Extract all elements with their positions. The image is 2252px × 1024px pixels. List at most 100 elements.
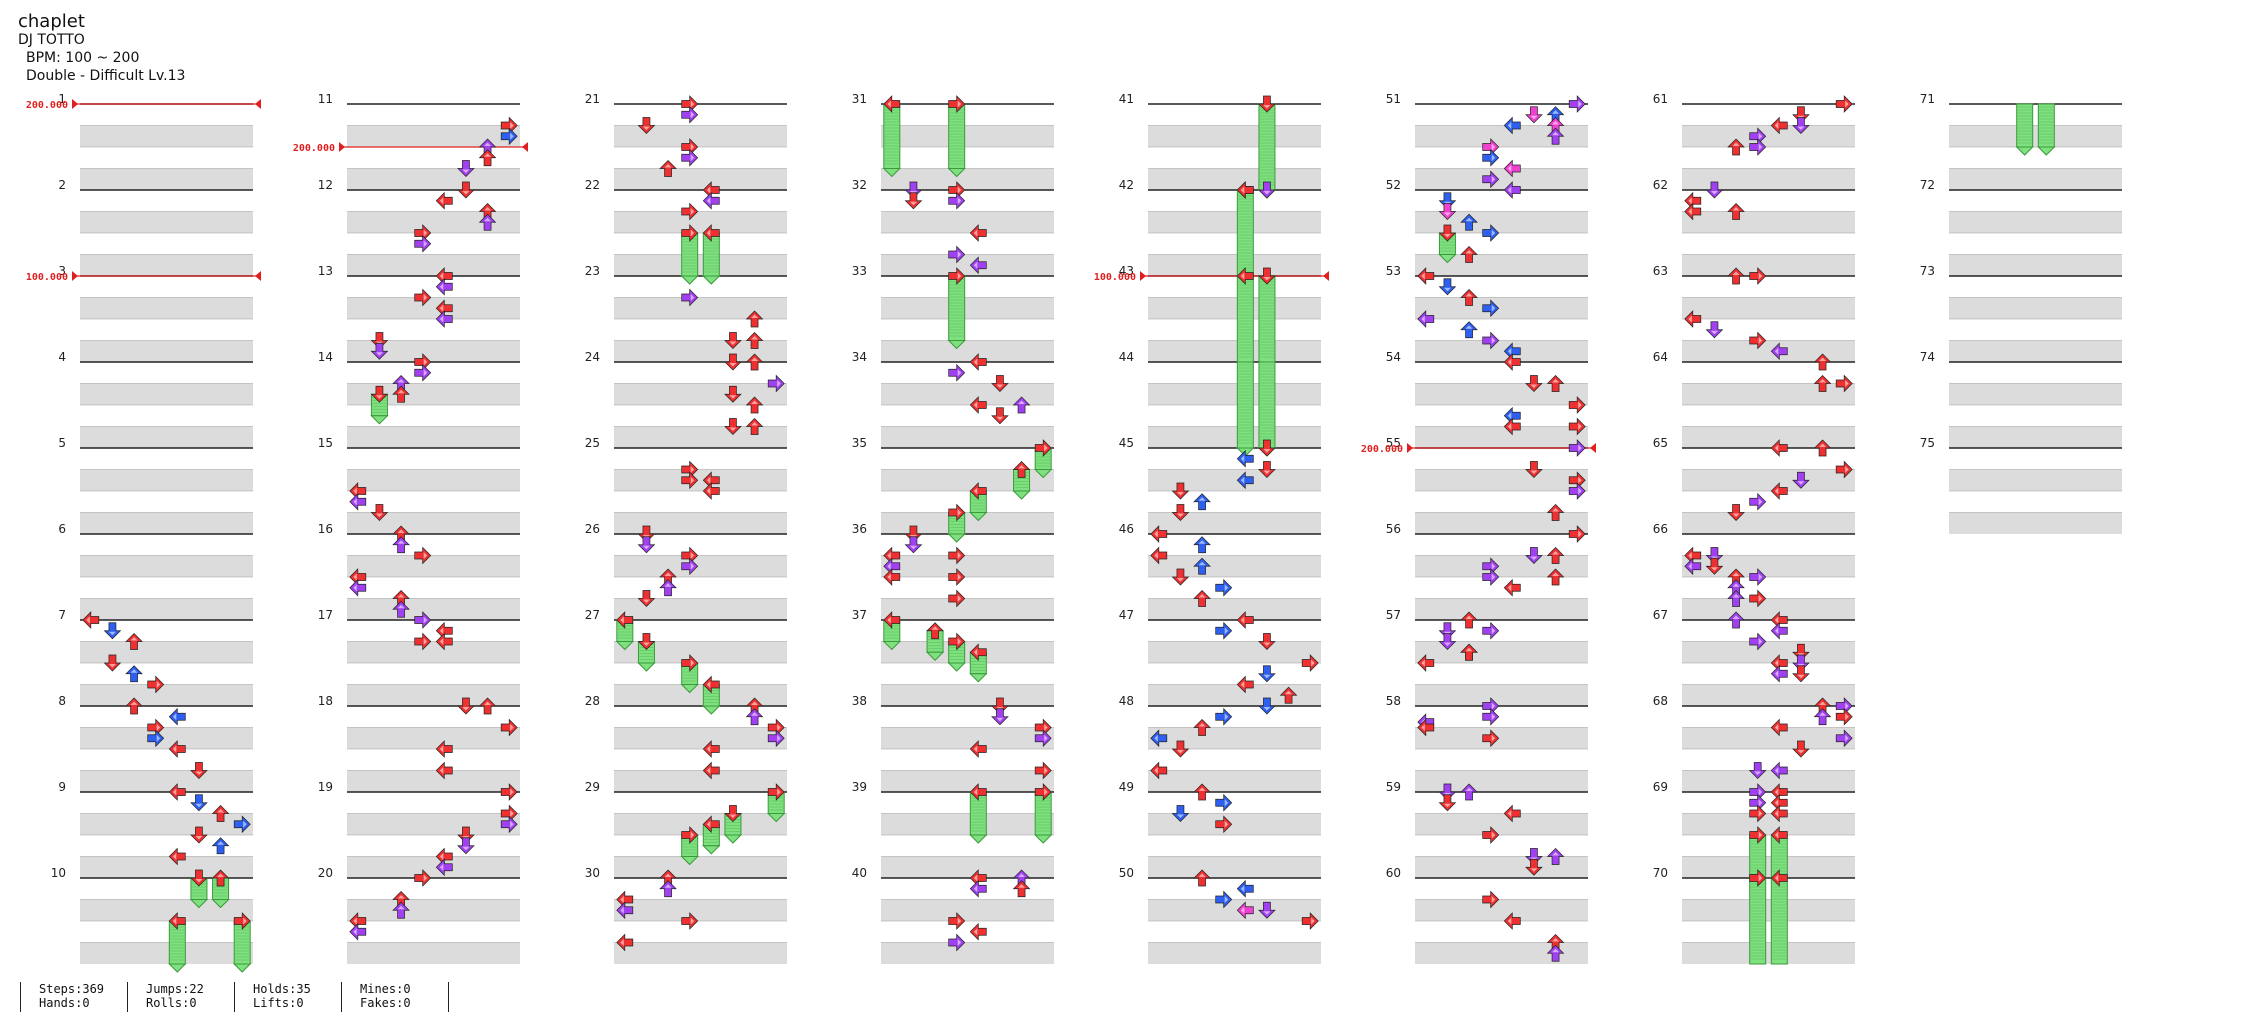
measure-number: 71 xyxy=(1920,92,1935,106)
arrow-shape xyxy=(616,933,634,952)
arrow-highlight xyxy=(1758,132,1763,140)
measure-number: 42 xyxy=(1119,178,1134,192)
hold-body xyxy=(969,490,988,522)
beat-band xyxy=(881,641,1054,663)
arrow-highlight xyxy=(1774,444,1779,452)
arrow-shape xyxy=(1438,633,1457,650)
beat-band xyxy=(614,426,787,448)
beat-band xyxy=(347,426,520,448)
arrow-highlight xyxy=(1240,186,1245,194)
arrow-note xyxy=(190,762,208,779)
arrow-note xyxy=(1503,181,1521,199)
arrow-note xyxy=(1770,342,1788,361)
arrow-highlight xyxy=(957,573,962,581)
measure-number: 50 xyxy=(1119,866,1134,880)
arrow-note xyxy=(1727,611,1745,629)
hold-body xyxy=(1236,275,1254,363)
arrow-shape xyxy=(1503,353,1521,371)
arrow-shape xyxy=(1460,289,1478,306)
arrow-shape xyxy=(457,837,475,855)
arrow-note xyxy=(1792,471,1810,489)
arrow-note xyxy=(681,148,699,167)
arrow-highlight xyxy=(510,820,514,828)
arrow-highlight xyxy=(217,841,225,845)
arrow-shape xyxy=(1749,568,1767,586)
hold-notes xyxy=(168,103,2056,973)
arrow-highlight xyxy=(706,487,711,495)
arrow-note xyxy=(702,224,720,242)
bpm-range: BPM: 100 ~ 200 xyxy=(26,50,140,66)
measure-number: 64 xyxy=(1653,350,1668,364)
hold-rect xyxy=(948,103,966,169)
measure-number: 30 xyxy=(585,866,600,880)
beat-band xyxy=(1415,426,1588,448)
arrow-note xyxy=(1215,793,1233,812)
arrow-shape xyxy=(414,611,432,629)
hold-end-cap xyxy=(615,641,635,651)
arrow-highlight xyxy=(1758,788,1763,796)
arrow-highlight xyxy=(1311,917,1315,925)
measure-number: 16 xyxy=(318,522,333,536)
beat-band xyxy=(881,469,1054,491)
arrow-note xyxy=(1034,761,1052,780)
arrow-highlight xyxy=(1224,896,1229,903)
arrow-shape xyxy=(904,525,923,543)
arrow-note xyxy=(1460,783,1478,801)
arrow-note xyxy=(1568,439,1586,457)
beat-band xyxy=(1148,813,1321,835)
arrow-highlight xyxy=(957,638,962,645)
arrow-note xyxy=(125,633,143,650)
arrow-highlight xyxy=(887,562,891,570)
beat-band xyxy=(1148,555,1321,577)
beat-band xyxy=(80,856,253,878)
beat-band xyxy=(614,469,787,491)
hold-end-cap xyxy=(680,275,699,285)
arrow-shape xyxy=(637,525,656,543)
arrow-shape xyxy=(1258,439,1276,457)
arrow-note xyxy=(1171,740,1190,758)
arrow-shape xyxy=(969,643,987,662)
arrow-note xyxy=(1482,729,1500,748)
arrow-note xyxy=(414,363,432,382)
hold-end-cap xyxy=(680,856,699,866)
arrow-highlight xyxy=(1465,293,1473,297)
beat-band xyxy=(1682,641,1855,663)
beat-band xyxy=(1148,125,1321,147)
beat-band xyxy=(614,813,787,835)
arrow-highlight xyxy=(1732,594,1740,598)
arrow-highlight xyxy=(887,552,891,559)
arrow-shape xyxy=(1546,568,1565,586)
beat-band xyxy=(1148,641,1321,663)
arrow-highlight xyxy=(1263,105,1271,109)
arrow-highlight xyxy=(1578,100,1582,108)
arrow-shape xyxy=(1568,396,1586,414)
arrow-note xyxy=(767,374,785,393)
arrow-note xyxy=(1568,525,1586,543)
beat-band xyxy=(1148,168,1321,190)
arrow-highlight xyxy=(1240,885,1245,893)
beat-band xyxy=(614,770,787,792)
arrow-note xyxy=(1813,353,1832,371)
arrow-highlight xyxy=(690,659,695,667)
arrow-shape xyxy=(948,632,966,651)
arrow-highlight xyxy=(973,788,978,796)
arrow-highlight xyxy=(1530,556,1538,560)
arrow-note xyxy=(702,740,720,758)
arrow-note xyxy=(1770,439,1788,457)
arrow-note xyxy=(1813,375,1832,392)
beat-band xyxy=(347,899,520,921)
arrow-shape xyxy=(1727,590,1745,607)
arrow-note xyxy=(1525,106,1543,124)
beat-band xyxy=(881,383,1054,405)
arrow-highlight xyxy=(887,573,891,581)
arrow-note xyxy=(1770,869,1788,887)
arrow-note xyxy=(1546,547,1565,564)
hold-body xyxy=(766,791,786,823)
arrow-highlight xyxy=(1018,465,1026,469)
beat-band xyxy=(1148,383,1321,405)
arrow-note xyxy=(1546,504,1565,521)
arrow-note xyxy=(969,740,987,758)
arrow-note xyxy=(1749,826,1767,844)
arrow-highlight xyxy=(957,917,962,925)
arrow-highlight xyxy=(1819,357,1827,361)
